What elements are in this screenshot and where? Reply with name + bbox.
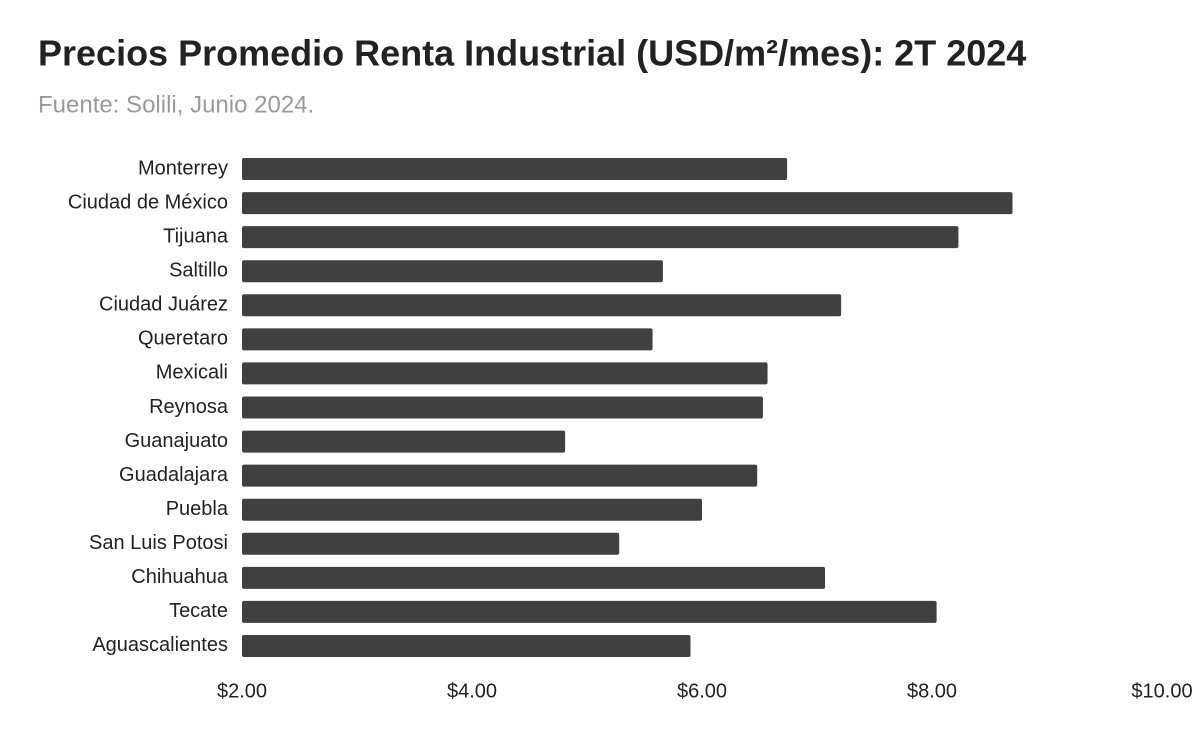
bar — [242, 532, 620, 555]
bar — [242, 464, 758, 487]
y-tick-label: Reynosa — [149, 396, 229, 418]
y-tick-label: Puebla — [166, 498, 229, 520]
y-tick-label: Monterrey — [138, 157, 228, 179]
y-tick-label: Ciudad de México — [68, 191, 228, 213]
x-tick-label: $2.00 — [217, 680, 267, 702]
y-tick-label: Queretaro — [138, 328, 228, 350]
y-tick-label: Ciudad Juárez — [99, 294, 228, 316]
chart-title: Precios Promedio Renta Industrial (USD/m… — [38, 33, 1026, 74]
x-tick-label: $8.00 — [907, 680, 957, 702]
bar — [242, 634, 691, 657]
y-tick-label: Chihuahua — [131, 566, 229, 588]
y-tick-label: Guadalajara — [119, 464, 229, 486]
y-tick-label: Tijuana — [163, 225, 229, 247]
bar — [242, 192, 1013, 215]
x-tick-label: $10.00 — [1131, 680, 1192, 702]
y-tick-label: Saltillo — [169, 260, 228, 282]
bar — [242, 430, 566, 453]
y-tick-label: Mexicali — [156, 362, 228, 384]
y-tick-label: San Luis Potosi — [89, 532, 228, 554]
bar — [242, 498, 702, 521]
bar — [242, 396, 763, 419]
y-tick-label: Aguascalientes — [92, 634, 228, 656]
y-tick-label: Tecate — [169, 600, 228, 622]
bar — [242, 600, 937, 623]
bar — [242, 226, 959, 249]
bar — [242, 566, 826, 589]
x-tick-label: $4.00 — [447, 680, 497, 702]
y-tick-label: Guanajuato — [125, 430, 228, 452]
bar — [242, 328, 653, 351]
bar — [242, 294, 842, 317]
bar — [242, 362, 768, 385]
x-tick-label: $6.00 — [677, 680, 727, 702]
bar — [242, 158, 788, 181]
bar — [242, 260, 663, 283]
chart-subtitle: Fuente: Solili, Junio 2024. — [38, 91, 314, 118]
